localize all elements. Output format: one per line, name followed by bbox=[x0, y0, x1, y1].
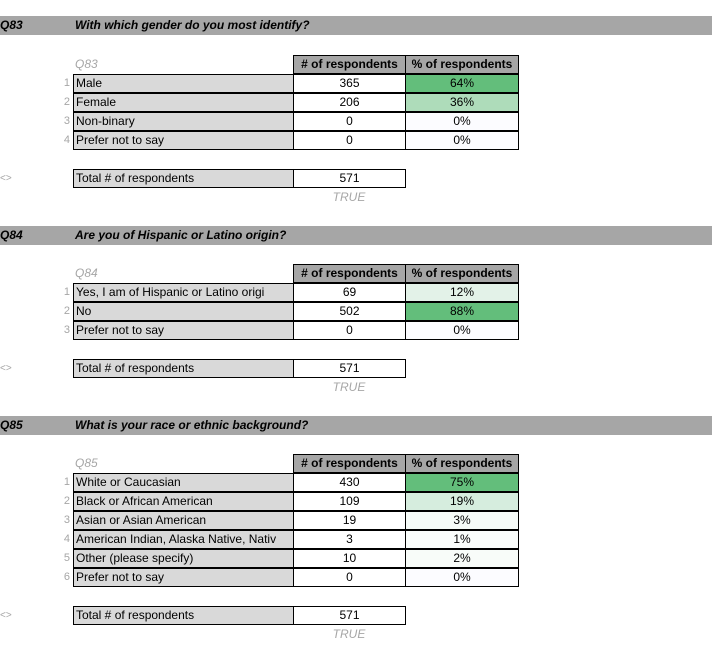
answer-label[interactable]: Prefer not to say bbox=[73, 568, 294, 587]
total-count[interactable]: 571 bbox=[293, 359, 406, 378]
answer-label[interactable]: Yes, I am of Hispanic or Latino origi bbox=[73, 283, 294, 302]
question-header-q83: Q83 With which gender do you most identi… bbox=[0, 16, 712, 35]
respondent-percent[interactable]: 2% bbox=[405, 549, 519, 568]
respondent-percent[interactable]: 64% bbox=[405, 74, 519, 93]
row-number: 3 bbox=[63, 514, 70, 526]
respondent-count[interactable]: 19 bbox=[293, 511, 406, 530]
respondent-count[interactable]: 206 bbox=[293, 93, 406, 112]
respondent-count[interactable]: 0 bbox=[293, 321, 406, 340]
answer-label[interactable]: Other (please specify) bbox=[73, 549, 294, 568]
check-value: TRUE bbox=[332, 190, 366, 204]
table-question-label: Q83 bbox=[75, 57, 98, 71]
row-number: 2 bbox=[63, 96, 70, 108]
total-count[interactable]: 571 bbox=[293, 169, 406, 188]
answer-label[interactable]: Non-binary bbox=[73, 112, 294, 131]
respondent-count[interactable]: 0 bbox=[293, 568, 406, 587]
row-number: 5 bbox=[63, 552, 70, 564]
respondent-percent[interactable]: 0% bbox=[405, 321, 519, 340]
answer-label[interactable]: American Indian, Alaska Native, Nativ bbox=[73, 530, 294, 549]
respondent-percent[interactable]: 12% bbox=[405, 283, 519, 302]
row-number: 3 bbox=[63, 115, 70, 127]
respondent-percent[interactable]: 3% bbox=[405, 511, 519, 530]
respondent-count[interactable]: 365 bbox=[293, 74, 406, 93]
respondent-count[interactable]: 0 bbox=[293, 131, 406, 150]
row-number: 4 bbox=[63, 533, 70, 545]
total-count[interactable]: 571 bbox=[293, 606, 406, 625]
respondent-percent[interactable]: 88% bbox=[405, 302, 519, 321]
column-header-percent: % of respondents bbox=[405, 454, 519, 473]
respondent-percent[interactable]: 75% bbox=[405, 473, 519, 492]
expand-marker-icon[interactable]: <> bbox=[0, 173, 12, 184]
respondent-count[interactable]: 502 bbox=[293, 302, 406, 321]
respondent-count[interactable]: 3 bbox=[293, 530, 406, 549]
column-header-percent: % of respondents bbox=[405, 264, 519, 283]
respondent-count[interactable]: 69 bbox=[293, 283, 406, 302]
respondent-percent[interactable]: 0% bbox=[405, 131, 519, 150]
question-text: What is your race or ethnic background? bbox=[75, 418, 309, 432]
column-header-percent: % of respondents bbox=[405, 55, 519, 74]
answer-label[interactable]: Black or African American bbox=[73, 492, 294, 511]
respondent-count[interactable]: 0 bbox=[293, 112, 406, 131]
column-header-respondents: # of respondents bbox=[293, 55, 406, 74]
question-id: Q83 bbox=[0, 18, 23, 32]
row-number: 4 bbox=[63, 134, 70, 146]
respondent-percent[interactable]: 1% bbox=[405, 530, 519, 549]
respondent-count[interactable]: 430 bbox=[293, 473, 406, 492]
question-text: With which gender do you most identify? bbox=[75, 18, 310, 32]
respondent-count[interactable]: 10 bbox=[293, 549, 406, 568]
question-id: Q84 bbox=[0, 228, 23, 242]
respondent-percent[interactable]: 0% bbox=[405, 568, 519, 587]
row-number: 2 bbox=[63, 495, 70, 507]
column-header-respondents: # of respondents bbox=[293, 264, 406, 283]
respondent-percent[interactable]: 0% bbox=[405, 112, 519, 131]
answer-label[interactable]: Male bbox=[73, 74, 294, 93]
answer-label[interactable]: Prefer not to say bbox=[73, 321, 294, 340]
total-label[interactable]: Total # of respondents bbox=[73, 169, 294, 188]
table-question-label: Q85 bbox=[75, 456, 98, 470]
row-number: 1 bbox=[63, 286, 70, 298]
row-number: 6 bbox=[63, 571, 70, 583]
respondent-count[interactable]: 109 bbox=[293, 492, 406, 511]
expand-marker-icon[interactable]: <> bbox=[0, 363, 12, 374]
row-number: 2 bbox=[63, 305, 70, 317]
row-number: 3 bbox=[63, 324, 70, 336]
question-header-q84: Q84 Are you of Hispanic or Latino origin… bbox=[0, 226, 712, 245]
respondent-percent[interactable]: 36% bbox=[405, 93, 519, 112]
answer-label[interactable]: No bbox=[73, 302, 294, 321]
answer-label[interactable]: White or Caucasian bbox=[73, 473, 294, 492]
check-value: TRUE bbox=[332, 627, 366, 641]
table-question-label: Q84 bbox=[75, 266, 98, 280]
question-id: Q85 bbox=[0, 418, 23, 432]
question-text: Are you of Hispanic or Latino origin? bbox=[75, 228, 287, 242]
column-header-respondents: # of respondents bbox=[293, 454, 406, 473]
answer-label[interactable]: Asian or Asian American bbox=[73, 511, 294, 530]
answer-label[interactable]: Prefer not to say bbox=[73, 131, 294, 150]
expand-marker-icon[interactable]: <> bbox=[0, 610, 12, 621]
total-label[interactable]: Total # of respondents bbox=[73, 606, 294, 625]
check-value: TRUE bbox=[332, 380, 366, 394]
answer-label[interactable]: Female bbox=[73, 93, 294, 112]
total-label[interactable]: Total # of respondents bbox=[73, 359, 294, 378]
row-number: 1 bbox=[63, 476, 70, 488]
row-number: 1 bbox=[63, 77, 70, 89]
question-header-q85: Q85 What is your race or ethnic backgrou… bbox=[0, 416, 712, 435]
respondent-percent[interactable]: 19% bbox=[405, 492, 519, 511]
